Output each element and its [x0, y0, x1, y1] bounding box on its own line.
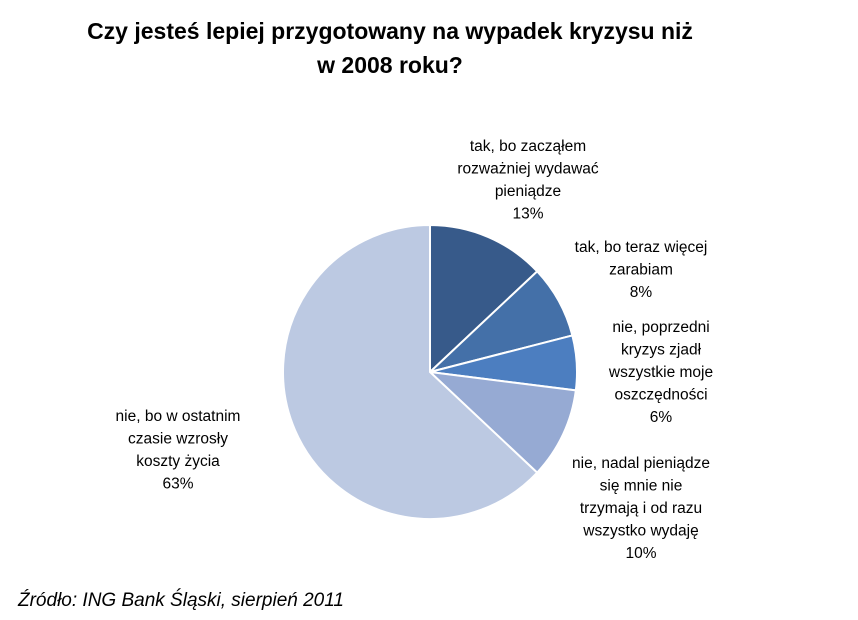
slice-label-5: nie, bo w ostatnim czasie wzrosły koszty ż… — [116, 408, 241, 493]
slice-label-1: tak, bo zacząłem rozważniej wydawać pienią… — [457, 138, 599, 223]
source-note: Źródło: ING Bank Śląski, sierpień 2011 — [18, 590, 344, 611]
slice-label-4: nie, nadal pieniądze się mnie nie trzymają… — [572, 455, 710, 562]
slice-label-3: nie, poprzedni kryzys zjadł wszystkie moje… — [608, 319, 713, 426]
pie-slice-1 — [429, 223, 539, 375]
slice-label-2: tak, bo teraz więcej zarabiam 8% — [575, 239, 708, 301]
chart-title: Czy jesteś lepiej przygotowany na wypade… — [87, 18, 693, 78]
pie-slice-4 — [427, 370, 577, 475]
pie-slice-5 — [281, 223, 539, 520]
